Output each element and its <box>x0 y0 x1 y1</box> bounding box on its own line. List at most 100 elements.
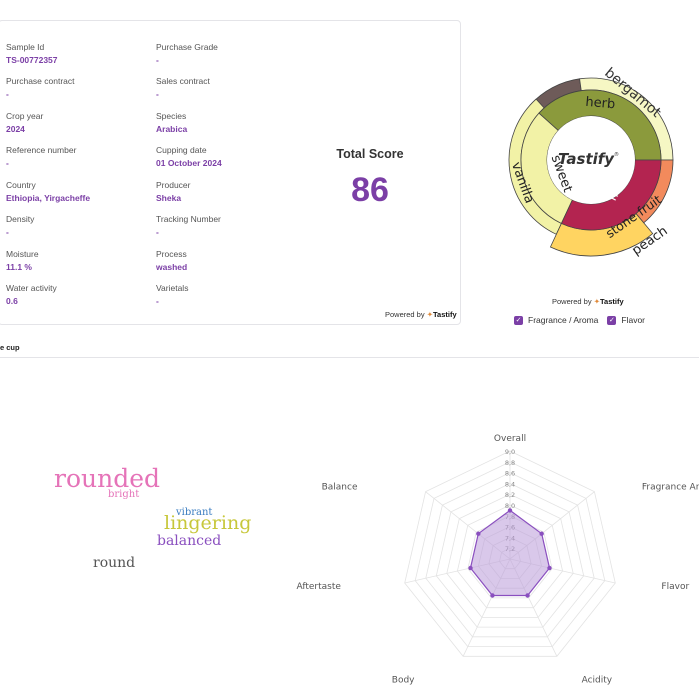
total-score: Total Score 86 <box>309 147 431 210</box>
producer-field: Producer Sheka <box>156 180 296 204</box>
radar-point-body <box>490 593 495 598</box>
sample-info-card: Sample Id TS-00772357 Purchase Grade - P… <box>0 20 461 325</box>
radar-point-balance <box>476 531 481 536</box>
water-activity-label: Water activity <box>6 283 57 293</box>
powered-by-prefix: Powered by <box>385 310 425 319</box>
radar-grid-ring <box>425 472 595 638</box>
radar-grid-ring <box>414 461 606 648</box>
radar-point-overall <box>507 508 513 513</box>
cupping-date-field: Cupping date 01 October 2024 <box>156 145 296 169</box>
tracking-number-label: Tracking Number <box>156 214 221 224</box>
radar-series-area <box>469 509 551 597</box>
radar-grid-ring <box>456 504 564 609</box>
wheel-arcs <box>508 77 674 257</box>
density-label: Density <box>6 214 35 224</box>
purchase-contract-label: Purchase contract <box>6 76 75 86</box>
section-label: e cup <box>0 343 20 352</box>
radar-axis-label-acidity: Acidity <box>582 675 613 685</box>
moisture-label: Moisture <box>6 249 39 259</box>
powered-by-brand: Tastify <box>600 297 624 306</box>
radar-tick-label: 8,2 <box>505 491 515 499</box>
wheel-center <box>547 116 635 204</box>
wheel-label-herb: herb <box>585 95 616 113</box>
purchase-grade-value: - <box>156 55 159 65</box>
cupping-date-value: 01 October 2024 <box>156 158 222 168</box>
species-label: Species <box>156 111 187 121</box>
tracking-number-value: - <box>156 227 159 237</box>
crop-year-label: Crop year <box>6 111 44 121</box>
producer-label: Producer <box>156 180 191 190</box>
radar-point-flavor <box>547 565 552 571</box>
radar-point-aftertaste <box>468 565 473 571</box>
radar-axis-label-overall: Overall <box>494 434 526 444</box>
varietals-field: Varietals - <box>156 283 296 307</box>
crop-year-field: Crop year 2024 <box>6 111 146 135</box>
reference-number-value: - <box>6 158 9 168</box>
word-rounded: rounded <box>54 464 161 493</box>
legend-fragrance-label: Fragrance / Aroma <box>528 315 599 325</box>
country-field: Country Ethiopia, Yirgacheffe <box>6 180 146 204</box>
process-value: washed <box>156 262 188 272</box>
sample-id-label: Sample Id <box>6 42 45 52</box>
cupping-date-label: Cupping date <box>156 145 207 155</box>
moisture-value: 11.1 % <box>6 262 32 272</box>
purchase-contract-value: - <box>6 89 9 99</box>
density-field: Density - <box>6 214 146 238</box>
powered-by-brand: Tastify <box>433 310 457 319</box>
checkbox-flavor[interactable]: ✓ <box>607 315 617 325</box>
sample-id-value: TS-00772357 <box>6 55 58 65</box>
process-label: Process <box>156 249 187 259</box>
tracking-number-field: Tracking Number - <box>156 214 296 238</box>
radar-series <box>468 508 552 598</box>
water-activity-value: 0.6 <box>6 296 18 306</box>
radar-tick-label: 8,0 <box>505 502 515 510</box>
total-score-value: 86 <box>351 171 389 209</box>
word-round: round <box>93 555 136 571</box>
tastify-logo-icon: ✦ <box>426 310 433 319</box>
country-label: Country <box>6 180 36 190</box>
varietals-value: - <box>156 296 159 306</box>
radar-axis-label-body: Body <box>392 675 415 685</box>
sample-id-field: Sample Id TS-00772357 <box>6 42 146 66</box>
word-lingering: lingering <box>164 512 252 534</box>
radar-tick-label: 8,4 <box>505 480 515 488</box>
radar-point-acidity <box>525 593 530 598</box>
process-field: Process washed <box>156 249 296 273</box>
purchase-grade-label: Purchase Grade <box>156 42 218 52</box>
radar-axis-label-flavor: Flavor <box>661 582 689 592</box>
crop-year-value: 2024 <box>6 124 25 134</box>
density-value: - <box>6 227 9 237</box>
section-divider <box>0 357 699 358</box>
radar-point-fragrance-aroma <box>539 531 544 536</box>
radar-tick-label: 8,8 <box>505 459 515 467</box>
species-value: Arabica <box>156 124 188 134</box>
wheel-center-mark: ® <box>614 151 619 158</box>
purchase-contract-field: Purchase contract - <box>6 76 146 100</box>
word-balanced: balanced <box>157 533 222 549</box>
powered-by-card: Powered by ✦Tastify <box>385 310 457 319</box>
radar-grid-ring <box>435 482 585 628</box>
wheel-legend: ✓ Fragrance / Aroma ✓ Flavor <box>514 315 645 325</box>
sales-contract-value: - <box>156 89 159 99</box>
sales-contract-label: Sales contract <box>156 76 210 86</box>
radar-grid-ring <box>404 450 616 657</box>
reference-number-field: Reference number - <box>6 145 146 169</box>
powered-by-wheel: Powered by ✦Tastify <box>552 297 624 306</box>
word-vibrant: vibrant <box>176 507 213 518</box>
radar-axis-label-aftertaste: Aftertaste <box>296 582 341 592</box>
radar-axis-label-fragrance-aroma: Fragrance Aroma <box>642 483 699 493</box>
reference-number-label: Reference number <box>6 145 77 155</box>
powered-by-prefix: Powered by <box>552 297 592 306</box>
radar-grid-ring <box>467 515 553 599</box>
moisture-field: Moisture 11.1 % <box>6 249 146 273</box>
checkbox-fragrance[interactable]: ✓ <box>514 315 523 325</box>
country-value: Ethiopia, Yirgacheffe <box>6 193 91 203</box>
total-score-label: Total Score <box>336 147 404 161</box>
radar-axis-labels: Overall Fragrance Aroma Flavor Acidity Body A… <box>296 434 699 685</box>
purchase-grade-field: Purchase Grade - <box>156 42 296 66</box>
varietals-label: Varietals <box>156 283 189 293</box>
legend-flavor-label: Flavor <box>621 315 646 325</box>
tastify-logo-icon: ✦ <box>593 297 600 306</box>
sales-contract-field: Sales contract - <box>156 76 296 100</box>
species-field: Species Arabica <box>156 111 296 135</box>
